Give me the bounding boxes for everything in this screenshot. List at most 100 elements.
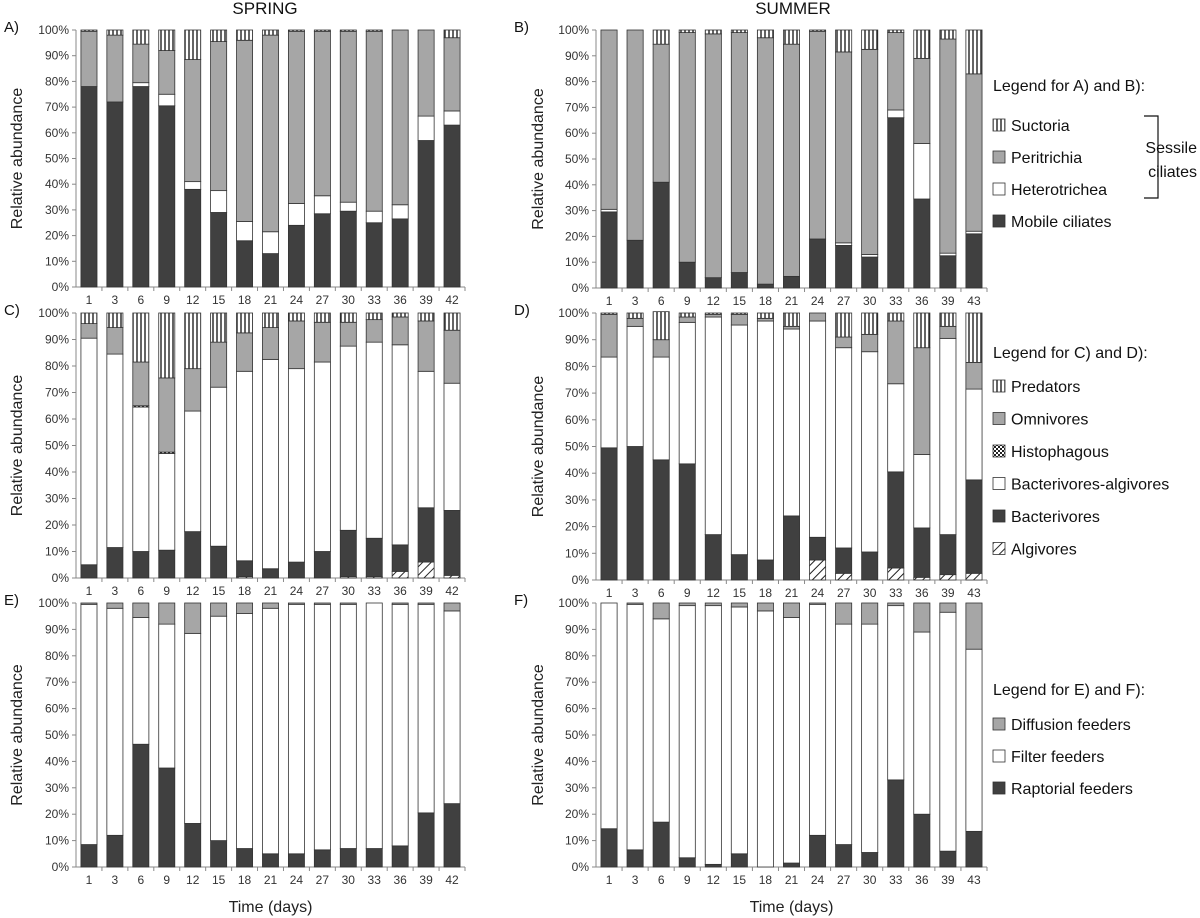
bar-segment-diff: [210, 602, 228, 617]
y-axis-label: Relative abundance: [9, 664, 26, 806]
bar-segment-filt: [262, 607, 279, 855]
bar-segment-omni: [861, 333, 879, 353]
bar-segment-omni: [835, 336, 853, 349]
bar-segment-diff: [652, 602, 670, 620]
bar-segment-bact: [861, 551, 879, 581]
bar-segment-pred: [704, 312, 722, 315]
x-tick-label: 36: [393, 873, 407, 887]
y-tick-label: 50%: [45, 728, 69, 742]
bar-segment-mobile: [887, 117, 905, 289]
bar-segment-pred: [365, 312, 383, 321]
bar-segment-rap: [809, 834, 827, 868]
bar-segment-omni: [443, 329, 461, 384]
bar-segment-bact: [262, 568, 279, 579]
bar-segment-suct: [106, 29, 124, 36]
bar-segment-suct: [939, 29, 957, 40]
bar-segment-pred: [861, 312, 879, 335]
bar-segment-rap: [287, 853, 305, 868]
x-tick-label: 30: [863, 873, 877, 887]
x-tick-label: 42: [445, 584, 459, 598]
x-tick-label: 15: [212, 873, 226, 887]
bar-segment-omni: [262, 327, 279, 360]
bar-segment-peri: [80, 30, 98, 87]
bar-segment-rap: [313, 849, 331, 868]
bar-segment-suct: [184, 29, 202, 60]
bar-segment-bacalg: [184, 410, 202, 533]
bar-segment-pred: [965, 312, 983, 363]
bar-segment-filt: [365, 602, 383, 849]
bar-segment-mobile: [184, 188, 202, 288]
bar-segment-peri: [184, 59, 202, 183]
x-tick-label: 9: [163, 293, 170, 307]
bar-segment-filt: [678, 605, 696, 859]
bar-segment-rap: [417, 812, 435, 868]
bar-segment-pred: [262, 312, 279, 328]
bar-segment-suct: [365, 29, 383, 32]
bar-segment-omni: [626, 317, 644, 327]
bar-segment-rap: [106, 834, 124, 868]
x-tick-label: 24: [811, 586, 825, 600]
bar-segment-diff: [132, 602, 150, 618]
x-tick-label: 36: [393, 293, 407, 307]
y-axis-label: Relative abundance: [9, 88, 26, 230]
bar-segment-omni: [132, 361, 150, 407]
bar-segment-omni: [783, 325, 800, 330]
x-tick-label: 12: [707, 586, 721, 600]
bar-segment-mobile: [417, 140, 435, 288]
x-tick-label: 33: [368, 584, 382, 598]
x-tick-label: 42: [445, 873, 459, 887]
legend-swatch-mobile: [992, 214, 1006, 228]
legend-swatch-histo: [992, 444, 1006, 458]
y-tick-label: 50%: [565, 440, 589, 454]
bar-segment-algi: [391, 570, 409, 579]
y-tick-label: 0%: [52, 280, 70, 294]
bar-segment-peri: [132, 43, 150, 84]
bar-segment-pred: [600, 312, 618, 315]
bar-segment-pred: [678, 312, 696, 318]
legend-swatch-filt: [992, 749, 1006, 763]
bar-segment-diff: [965, 602, 983, 650]
x-tick-label: 33: [368, 293, 382, 307]
x-tick-label: 1: [86, 584, 93, 598]
bar-segment-diff: [443, 602, 461, 612]
x-tick-label: 33: [889, 294, 903, 308]
bar-segment-filt: [443, 610, 461, 805]
bar-segment-filt: [391, 603, 409, 847]
bar-segment-pred: [106, 312, 124, 328]
bar-segment-bacalg: [704, 316, 722, 536]
bar-segment-suct: [783, 29, 800, 45]
bar-segment-bacalg: [365, 341, 383, 539]
x-tick-label: 18: [238, 873, 252, 887]
bar-segment-peri: [965, 73, 983, 232]
bar-segment-filt: [313, 603, 331, 851]
bar-segment-diff: [106, 602, 124, 609]
bar-segment-peri: [339, 30, 357, 203]
bar-segment-bacalg: [443, 382, 461, 511]
bar-segment-diff: [704, 602, 722, 607]
sessile-bracket: [1144, 115, 1159, 199]
bar-segment-filt: [835, 623, 853, 845]
bar-segment-bact: [887, 471, 905, 569]
bar-segment-suct: [835, 29, 853, 53]
legend-label: Bacterivores-algivores: [1011, 477, 1169, 494]
y-tick-label: 50%: [45, 152, 69, 166]
y-axis-label: Relative abundance: [530, 664, 547, 806]
bar-segment-filt: [236, 613, 254, 849]
x-tick-label: 27: [837, 294, 851, 308]
bar-segment-algi: [965, 572, 983, 581]
bar-segment-bacalg: [965, 388, 983, 481]
y-tick-label: 30%: [45, 781, 69, 795]
panel-label: A): [4, 19, 19, 36]
bar-segment-hetero: [262, 231, 279, 254]
y-tick-label: 20%: [45, 229, 69, 243]
panel-a: A) Relative abundance 0% 10% 20% 30% 40% 50% 60%…: [4, 19, 466, 307]
bar-segment-pred: [652, 311, 670, 341]
x-tick-label: 21: [785, 294, 799, 308]
legend-swatch-algi: [992, 542, 1006, 555]
legend-2: Legend for C) and D): Predators Omnivores H…: [992, 345, 1169, 559]
bar-segment-peri: [913, 57, 931, 144]
x-tick-label: 43: [967, 586, 981, 600]
y-tick-label: 60%: [45, 702, 69, 716]
bar-segment-bact: [236, 560, 254, 578]
y-tick-label: 10%: [565, 834, 589, 848]
